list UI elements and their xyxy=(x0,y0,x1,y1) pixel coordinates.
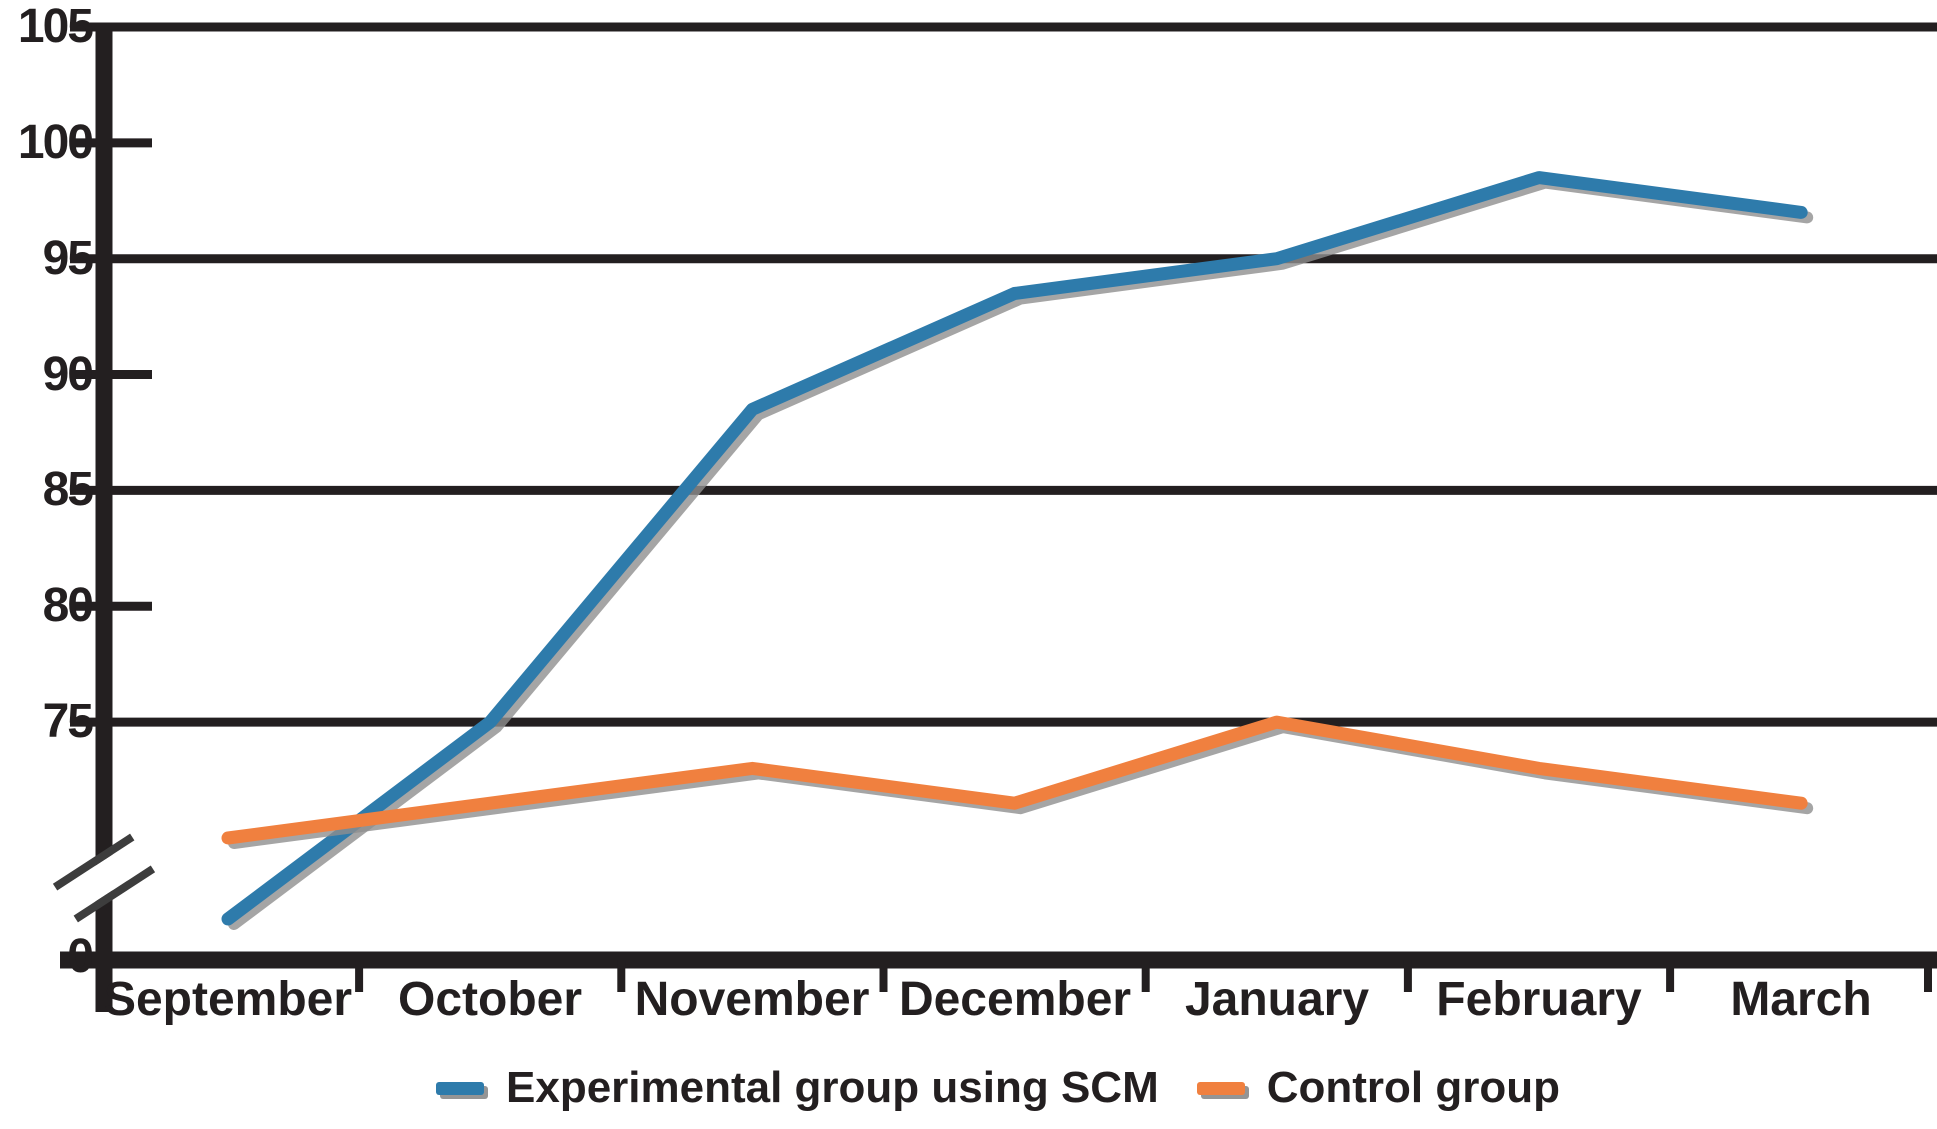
legend-item-experimental: Experimental group using SCM xyxy=(436,1066,1159,1110)
y-axis-tick-label: 0 xyxy=(67,930,94,983)
y-axis-tick-label: 75 xyxy=(42,695,94,748)
x-axis-month-label: September xyxy=(103,973,353,1026)
x-axis-month-label: January xyxy=(1184,973,1370,1026)
x-axis-month-label: October xyxy=(397,973,583,1026)
series-line-0 xyxy=(221,171,1808,926)
y-axis-tick-label: 100 xyxy=(17,116,94,169)
legend-label: Control group xyxy=(1266,1063,1561,1112)
series-line-1 xyxy=(221,715,1808,845)
y-axis-tick-label: 90 xyxy=(42,348,94,401)
y-axis-break-icon xyxy=(52,833,156,923)
x-axis-month-label: February xyxy=(1436,973,1642,1026)
y-axis-tick-label: 85 xyxy=(42,463,94,516)
y-axis-tick-label: 80 xyxy=(42,579,94,632)
x-axis-month-label: November xyxy=(634,973,870,1026)
legend-line-swatch-blue-icon xyxy=(436,1081,484,1095)
y-axis-tick-label: 105 xyxy=(17,0,94,53)
legend-line-swatch-orange-icon xyxy=(1196,1081,1245,1095)
x-axis-month-label: December xyxy=(898,973,1132,1026)
x-axis-month-label: March xyxy=(1730,973,1872,1026)
legend: Experimental group using SCM Control gro… xyxy=(436,1066,1560,1110)
legend-label: Experimental group using SCM xyxy=(506,1063,1159,1112)
y-axis-tick-label: 95 xyxy=(42,232,94,285)
legend-item-control: Control group xyxy=(1196,1063,1561,1112)
